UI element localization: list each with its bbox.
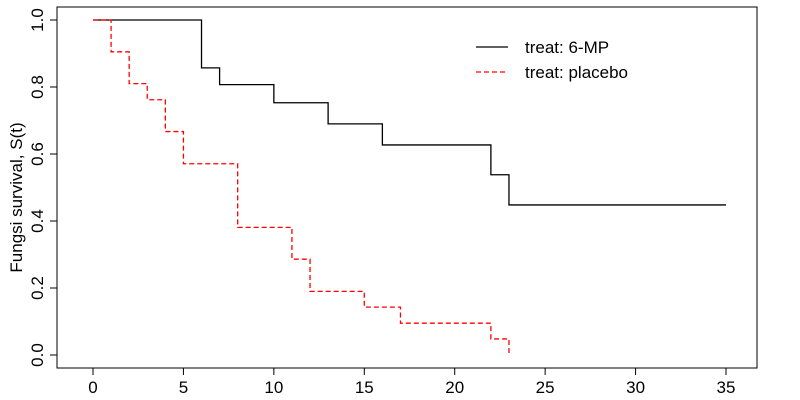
y-tick-label: 0.8 bbox=[28, 75, 47, 99]
legend: treat: 6-MP treat: placebo bbox=[476, 38, 628, 82]
series-layer bbox=[93, 19, 726, 355]
x-tick-label: 5 bbox=[179, 378, 188, 397]
series-line-0 bbox=[93, 19, 726, 206]
x-tick-label: 20 bbox=[445, 378, 464, 397]
x-tick-label: 15 bbox=[355, 378, 374, 397]
series-line-1 bbox=[93, 19, 510, 355]
y-axis: 0.0 0.2 0.4 0.6 0.8 1.0 bbox=[28, 8, 58, 367]
legend-label-1: treat: placebo bbox=[525, 63, 628, 82]
x-axis: 0 5 10 15 20 25 30 35 bbox=[88, 367, 736, 397]
y-tick-label: 1.0 bbox=[28, 8, 47, 32]
x-tick-label: 0 bbox=[88, 378, 97, 397]
y-axis-title: Fungsi survival, S(t) bbox=[7, 122, 26, 272]
y-tick-label: 0.6 bbox=[28, 142, 47, 166]
y-tick-label: 0.2 bbox=[28, 276, 47, 300]
y-tick-label: 0.0 bbox=[28, 343, 47, 367]
x-tick-label: 30 bbox=[626, 378, 645, 397]
x-tick-label: 35 bbox=[717, 378, 736, 397]
plot-frame bbox=[56, 6, 758, 369]
x-tick-label: 10 bbox=[264, 378, 283, 397]
x-tick-label: 25 bbox=[536, 378, 555, 397]
y-tick-label: 0.4 bbox=[28, 209, 47, 233]
legend-label-0: treat: 6-MP bbox=[525, 38, 609, 57]
